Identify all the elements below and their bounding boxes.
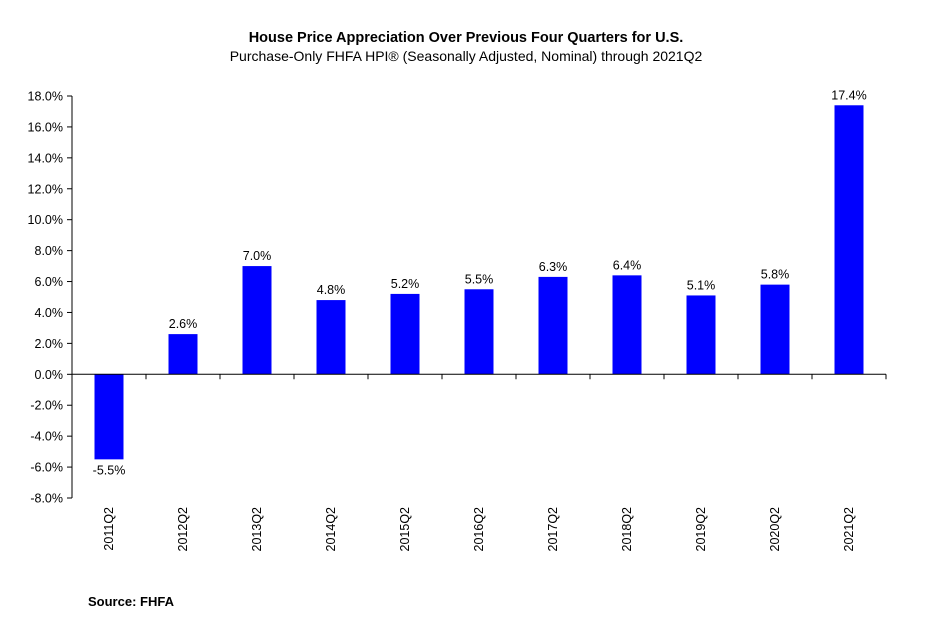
x-tick-label-2014Q2: 2014Q2 bbox=[324, 507, 338, 552]
x-tick-label-2017Q2: 2017Q2 bbox=[546, 507, 560, 552]
y-tick-label: -2.0% bbox=[30, 399, 63, 413]
x-tick-label-2020Q2: 2020Q2 bbox=[768, 507, 782, 552]
chart-subtitle: Purchase-Only FHFA HPI® (Seasonally Adju… bbox=[229, 48, 703, 64]
x-tick-label-2019Q2: 2019Q2 bbox=[694, 507, 708, 552]
x-tick-label-2015Q2: 2015Q2 bbox=[398, 507, 412, 552]
y-tick-label: -8.0% bbox=[30, 492, 63, 506]
chart-title: House Price Appreciation Over Previous F… bbox=[248, 30, 684, 46]
data-label-2013Q2: 7.0% bbox=[243, 249, 272, 263]
data-label-2014Q2: 4.8% bbox=[317, 283, 346, 297]
x-tick-label-2018Q2: 2018Q2 bbox=[620, 507, 634, 552]
data-label-2019Q2: 5.1% bbox=[687, 278, 716, 292]
y-tick-label: 4.0% bbox=[35, 306, 64, 320]
x-tick-label-2012Q2: 2012Q2 bbox=[176, 507, 190, 552]
y-tick-label: 10.0% bbox=[28, 213, 63, 227]
bar-2011Q2 bbox=[94, 374, 124, 460]
bar-2013Q2 bbox=[242, 266, 272, 375]
bar-2019Q2 bbox=[686, 295, 716, 375]
data-label-2018Q2: 6.4% bbox=[613, 258, 642, 272]
bar-2016Q2 bbox=[464, 289, 494, 375]
y-tick-label: 2.0% bbox=[35, 337, 64, 351]
bar-2012Q2 bbox=[168, 334, 198, 375]
bar-2017Q2 bbox=[538, 276, 568, 375]
axes-group bbox=[67, 95, 887, 499]
y-tick-label: 0.0% bbox=[35, 368, 64, 382]
x-tick-label-2016Q2: 2016Q2 bbox=[472, 507, 486, 552]
data-label-2011Q2: -5.5% bbox=[93, 463, 126, 477]
data-label-2017Q2: 6.3% bbox=[539, 260, 568, 274]
y-tick-label: 8.0% bbox=[35, 244, 64, 258]
bars-group bbox=[94, 105, 864, 460]
data-label-2020Q2: 5.8% bbox=[761, 268, 790, 282]
bar-2015Q2 bbox=[390, 293, 420, 375]
y-tick-label: 6.0% bbox=[35, 275, 64, 289]
data-label-2021Q2: 17.4% bbox=[831, 88, 866, 102]
source-note: Source: FHFA bbox=[88, 594, 174, 609]
y-tick-label: -6.0% bbox=[30, 461, 63, 475]
x-tick-label-2013Q2: 2013Q2 bbox=[250, 507, 264, 552]
bar-2014Q2 bbox=[316, 300, 346, 375]
bar-2021Q2 bbox=[834, 105, 864, 375]
x-tick-label-2021Q2: 2021Q2 bbox=[842, 507, 856, 552]
y-tick-label: -4.0% bbox=[30, 430, 63, 444]
bar-2018Q2 bbox=[612, 275, 642, 375]
y-tick-label: 18.0% bbox=[28, 90, 63, 104]
data-label-2012Q2: 2.6% bbox=[169, 317, 198, 331]
bar-2020Q2 bbox=[760, 284, 790, 375]
y-tick-label: 12.0% bbox=[28, 182, 63, 196]
data-label-2015Q2: 5.2% bbox=[391, 277, 420, 291]
x-tick-label-2011Q2: 2011Q2 bbox=[102, 507, 116, 551]
y-tick-label: 16.0% bbox=[28, 120, 63, 134]
y-tick-label: 14.0% bbox=[28, 151, 63, 165]
data-label-2016Q2: 5.5% bbox=[465, 272, 494, 286]
labels-group: -5.5% 2011Q2 2.6% 2012Q2 7.0% 2013Q2 4.8% 2014Q… bbox=[28, 88, 867, 551]
